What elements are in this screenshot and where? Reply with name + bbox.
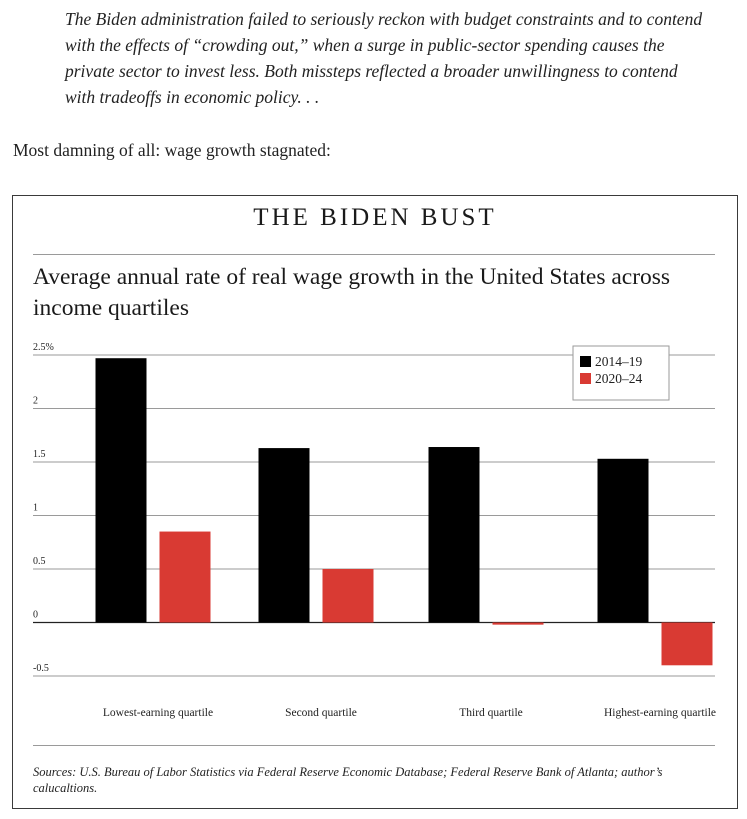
article-lead-text: Most damning of all: wage growth stagnat…	[13, 140, 331, 160]
bar-2020-24	[492, 622, 544, 625]
x-category-label: Highest-earning quartile	[604, 707, 716, 719]
title-divider	[33, 254, 715, 255]
y-tick-label: 0.5	[33, 556, 46, 567]
bar-2014-19	[258, 448, 310, 623]
chart-title: THE BIDEN BUST	[253, 204, 497, 231]
bar-chart: 2.5% 2 1.5 1 0.5 0 -0.5 Lowest-earning quartile…	[33, 342, 716, 719]
x-category-label: Third quartile	[459, 707, 523, 719]
article-quote: The Biden administration failed to serio…	[65, 9, 703, 107]
x-category-label: Second quartile	[285, 707, 357, 719]
bar-2014-19	[95, 358, 147, 623]
chart-panel: THE BIDEN BUST Average annual rate of re…	[12, 195, 738, 809]
bar-2014-19	[597, 458, 649, 623]
y-tick-label: -0.5	[33, 663, 49, 674]
legend-swatch	[580, 356, 591, 367]
chart-subtitle: Average annual rate of real wage growth …	[33, 264, 671, 321]
legend-label: 2020–24	[595, 371, 643, 386]
y-tick-label: 1	[33, 503, 38, 514]
bar-2020-24	[661, 622, 713, 666]
bar-2020-24	[322, 569, 374, 623]
x-category-label: Lowest-earning quartile	[103, 707, 213, 719]
y-tick-label: 2	[33, 396, 38, 407]
legend-label: 2014–19	[595, 354, 643, 369]
y-tick-label: 1.5	[33, 449, 46, 460]
legend-swatch	[580, 373, 591, 384]
bar-2014-19	[428, 447, 480, 623]
chart-source: Sources: U.S. Bureau of Labor Statistics…	[33, 765, 663, 795]
y-tick-label: 0	[33, 610, 38, 621]
y-tick-label: 2.5%	[33, 342, 54, 353]
bar-2020-24	[159, 531, 211, 623]
source-divider	[33, 745, 715, 746]
